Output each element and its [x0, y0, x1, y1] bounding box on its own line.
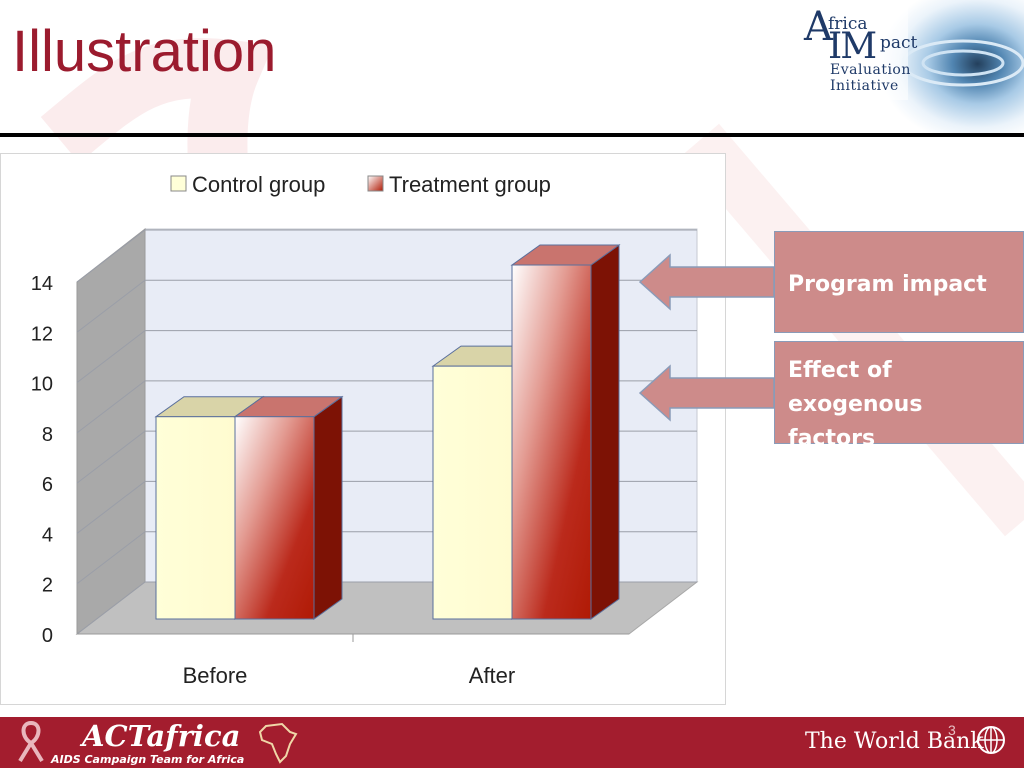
y-tick-label: 10 [31, 374, 53, 396]
legend-swatch [367, 175, 384, 192]
treatment-bar [234, 416, 315, 620]
water-drop-icon [798, 0, 1024, 133]
actafrica-tagline: AIDS Campaign Team for Africa [51, 753, 245, 766]
y-tick-label: 2 [42, 575, 53, 597]
control-bar [432, 365, 513, 620]
title-rule [0, 133, 1024, 137]
y-tick-label: 6 [42, 474, 53, 496]
footer-bar: ACTafrica AIDS Campaign Team for Africa … [0, 717, 1024, 768]
y-tick-label: 12 [31, 323, 53, 345]
program-impact-label: Program impact [788, 272, 987, 297]
bar-chart: 0 2 4 6 8 10 12 14 Before After Control group Trea… [31, 172, 699, 688]
logo-initiative: Initiative [830, 78, 899, 94]
bar-side [313, 395, 343, 620]
actafrica-logo-text: ACTafrica [82, 719, 241, 753]
logo-im: IM [828, 26, 877, 67]
bar-side [590, 244, 620, 620]
world-bank-label: The World Bank [805, 729, 984, 754]
exogenous-factors-arrow [638, 364, 775, 422]
exogenous-label-line1: Effect of exogenous [788, 358, 923, 417]
legend-label: Treatment group [389, 172, 551, 197]
slide-title: Illustration [12, 19, 277, 84]
y-tick-label: 8 [42, 424, 53, 446]
world-bank-globe-icon [977, 726, 1005, 754]
logo-frica: frica [828, 14, 868, 34]
gridline [76, 229, 697, 283]
control-bar [155, 416, 236, 620]
logo-pact: pact [880, 33, 918, 53]
africa-map-icon [258, 722, 298, 764]
treatment-bar [511, 264, 592, 620]
page-number: 3 [948, 722, 956, 738]
program-impact-arrow [638, 253, 775, 311]
y-tick-label: 14 [31, 273, 53, 295]
y-tick-label: 0 [42, 625, 53, 647]
y-tick-label: 4 [42, 524, 53, 546]
legend-label: Control group [192, 172, 325, 197]
chart-side-wall [76, 227, 146, 636]
x-tick-label: After [469, 663, 515, 688]
logo-evaluation: Evaluation [830, 62, 911, 78]
program-impact-callout: Program impact [774, 231, 1024, 333]
x-tick-label: Before [183, 663, 248, 688]
exogenous-factors-callout: Effect of exogenous factors [774, 341, 1024, 451]
logo-letter-a: A [804, 4, 833, 50]
legend-swatch [170, 175, 187, 192]
chart-frame: 0 2 4 6 8 10 12 14 Before After Control group Trea… [0, 153, 726, 705]
exogenous-label-line2: factors [788, 426, 876, 451]
africa-impact-logo: A frica IM pact Evaluation Initiative [798, 0, 1024, 133]
aids-ribbon-icon [18, 721, 44, 763]
